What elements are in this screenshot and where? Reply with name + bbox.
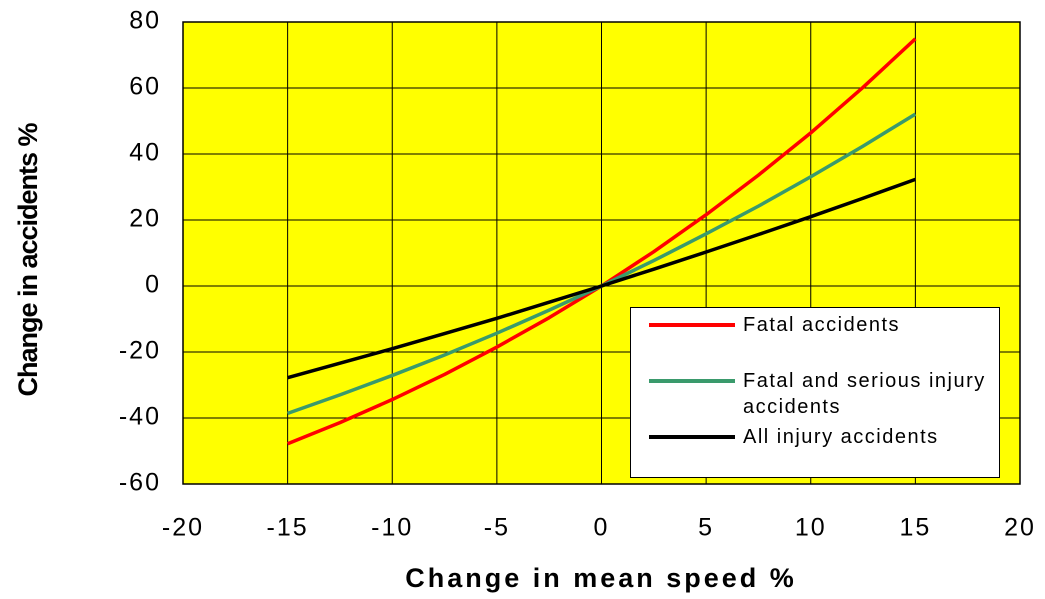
y-tick-label: -60: [119, 469, 161, 497]
legend: Fatal accidents Fatal and serious injury …: [630, 307, 1000, 478]
legend-entry: All injury accidents: [649, 424, 993, 450]
legend-entry: Fatal and serious injury accidents: [649, 368, 993, 420]
y-axis-label: Change in accidents %: [13, 122, 43, 396]
plot-border: [182, 21, 1021, 485]
y-tick-label: 60: [129, 73, 161, 101]
legend-swatch: [649, 379, 735, 383]
y-tick-label: 0: [145, 271, 161, 299]
x-tick-label: 15: [899, 514, 931, 542]
y-tick-label: 20: [129, 205, 161, 233]
legend-entry: Fatal accidents: [649, 312, 993, 338]
legend-swatch: [649, 435, 735, 439]
x-tick-label: -15: [267, 514, 309, 542]
legend-label: Fatal accidents: [743, 314, 901, 336]
legend-swatch: [649, 323, 735, 327]
series-line: [287, 177, 916, 380]
x-tick-label: 0: [594, 514, 610, 542]
x-tick-label: -5: [484, 514, 510, 542]
x-tick-label: 20: [1004, 514, 1036, 542]
y-tick-label: 80: [129, 7, 161, 35]
y-tick-label: -20: [119, 337, 161, 365]
y-tick-label: -40: [119, 403, 161, 431]
x-tick-label: -10: [371, 514, 413, 542]
x-axis-label: Change in mean speed %: [405, 563, 797, 593]
x-tick-label: 5: [698, 514, 714, 542]
x-tick-label: -20: [162, 514, 204, 542]
legend-label: Fatal and serious injury accidents: [743, 370, 986, 418]
legend-label: All injury accidents: [743, 426, 939, 448]
x-tick-label: 10: [795, 514, 827, 542]
y-tick-label: 40: [129, 139, 161, 167]
